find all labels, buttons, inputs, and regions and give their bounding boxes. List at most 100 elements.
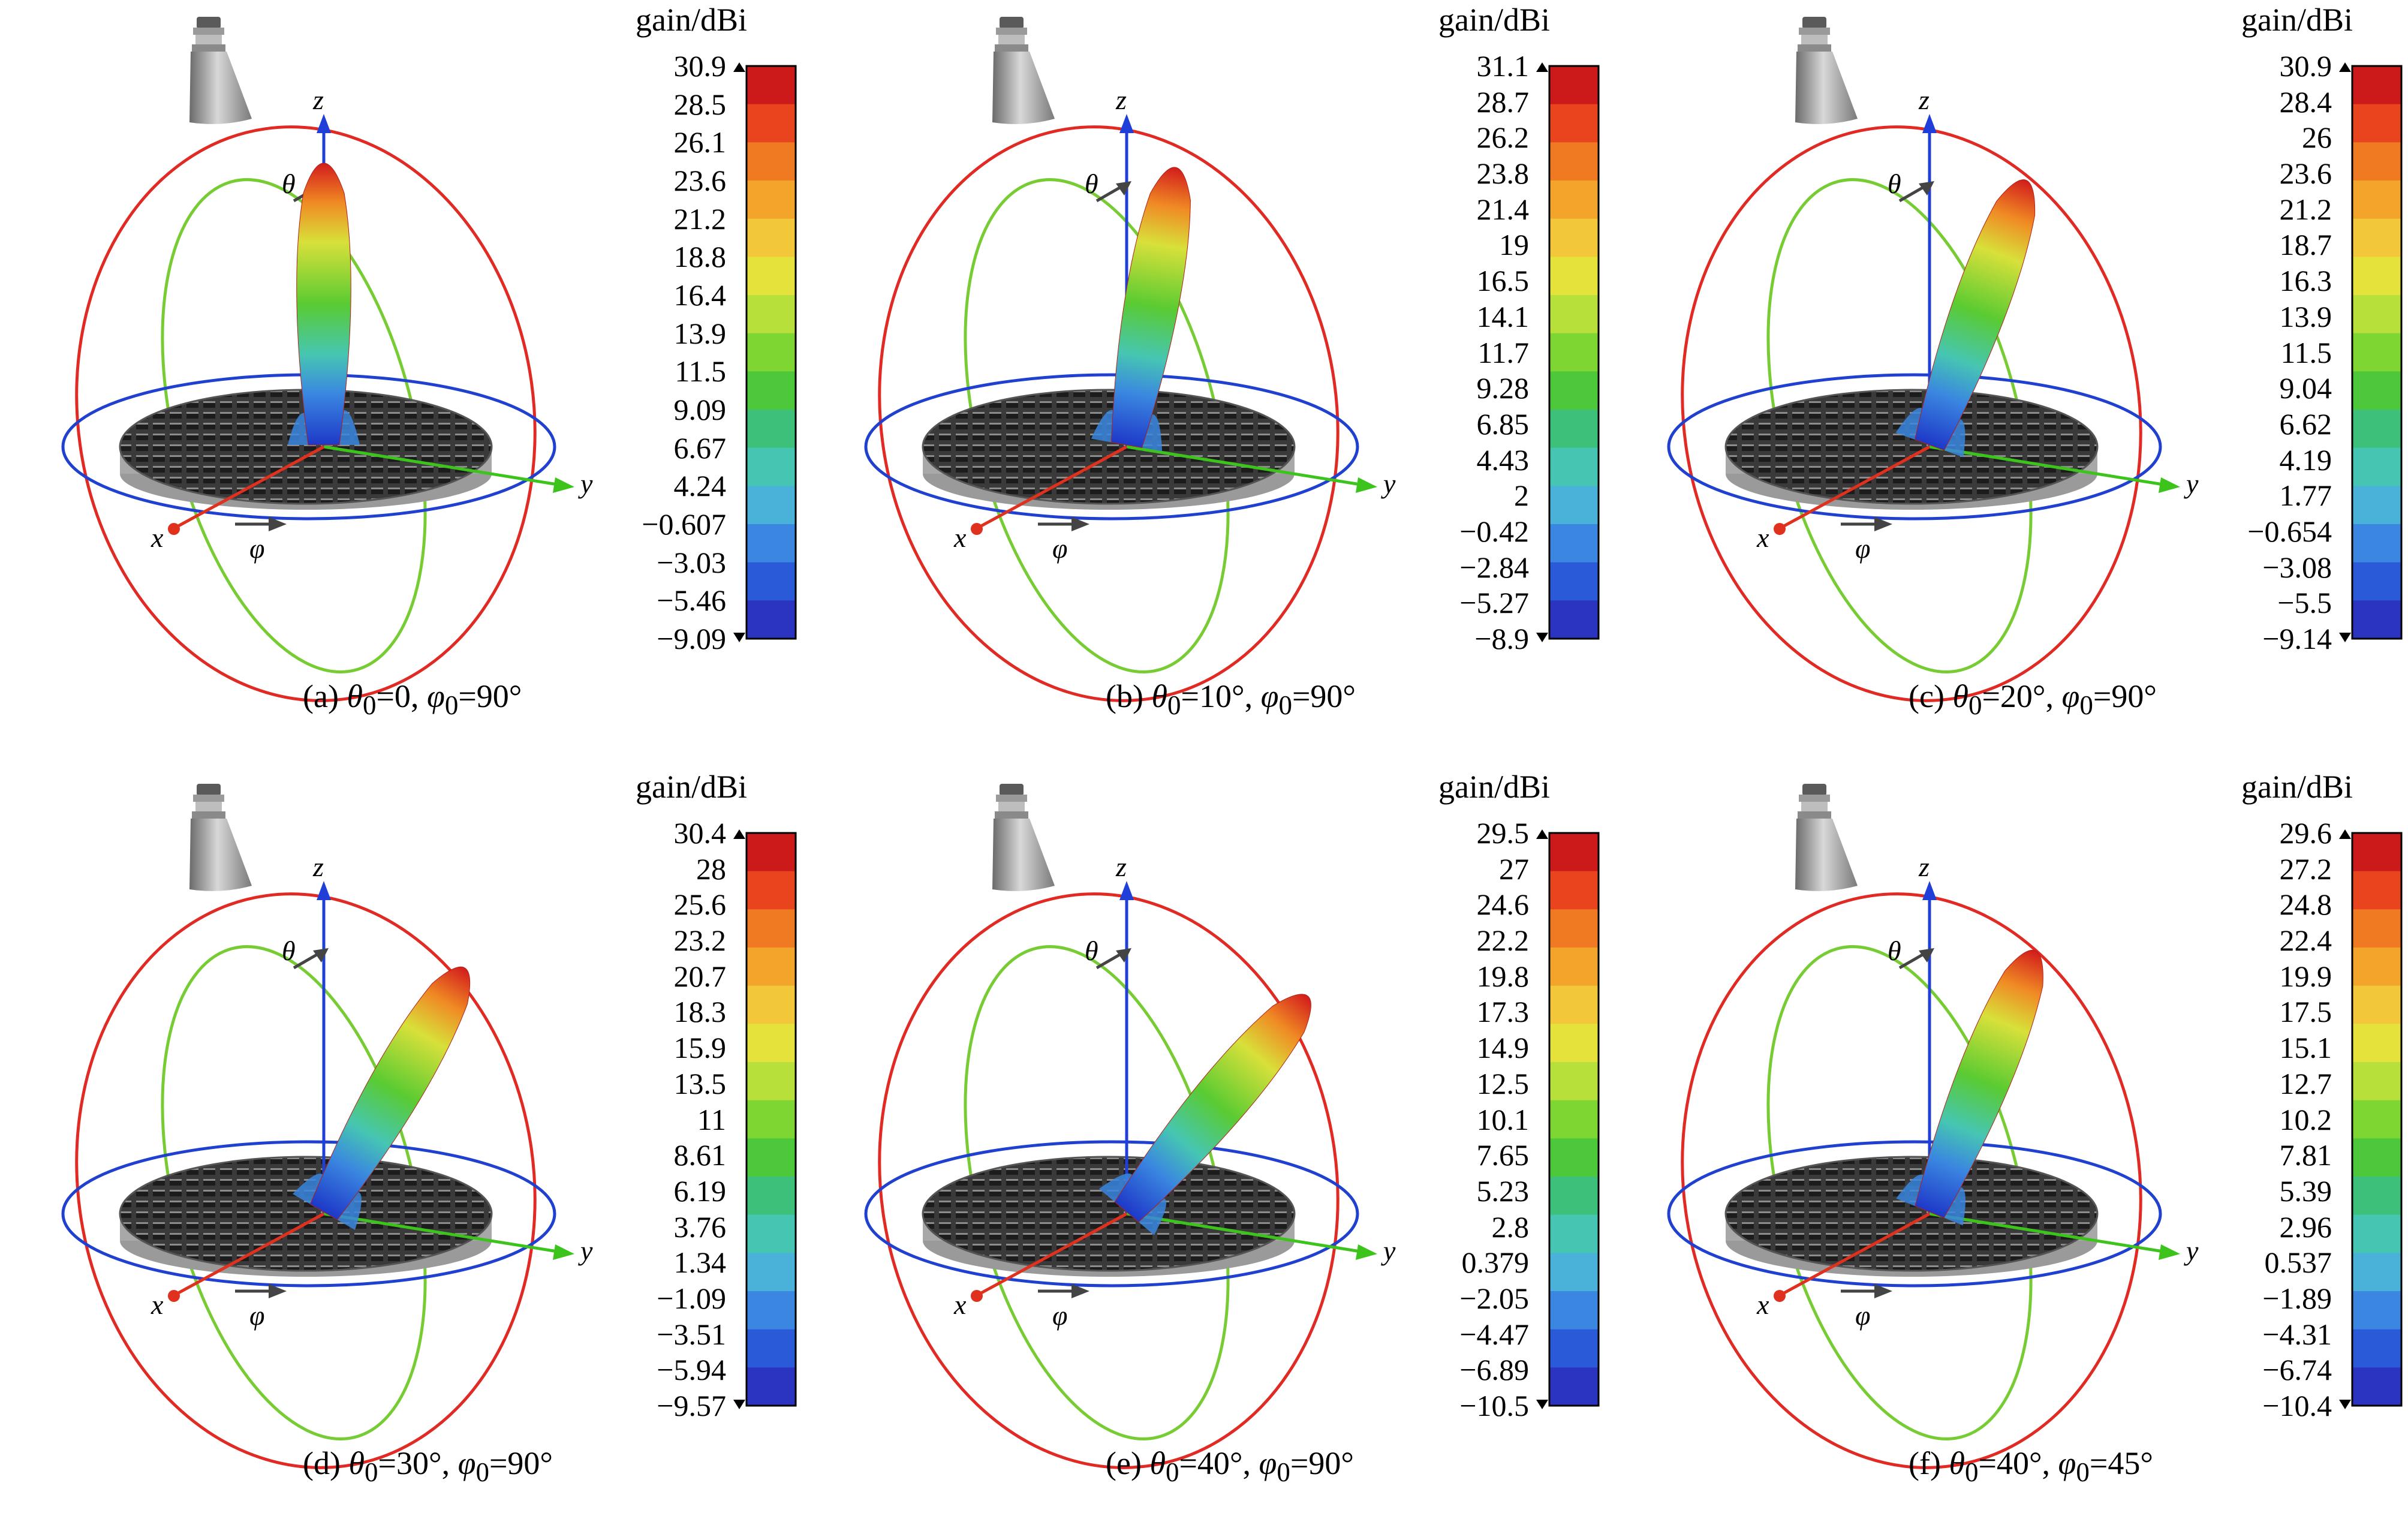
colorbar-max-marker-icon (733, 62, 745, 72)
colorbar-segment (1549, 333, 1599, 372)
colorbar-min-marker-icon (733, 1400, 745, 1409)
colorbar-segment (2352, 333, 2401, 372)
colorbar-tick-label: 2 (1514, 479, 1529, 513)
colorbar-tick-label: 24.6 (1476, 888, 1530, 922)
phi-label: φ (1052, 533, 1067, 564)
colorbar-segment (1549, 1329, 1599, 1368)
colorbar-tick-label: −5.27 (1459, 586, 1529, 620)
colorbar-segment (747, 1138, 796, 1177)
colorbar-tick-label: 29.5 (1476, 816, 1530, 850)
colorbar-tick-label: −10.4 (2262, 1389, 2332, 1422)
colorbar-segment (2352, 871, 2401, 910)
phi-ring (1667, 1140, 2162, 1288)
colorbar-tick-label: 7.65 (1476, 1138, 1530, 1172)
theta-label: θ (282, 169, 296, 199)
radiation-pattern-panel-e: z y x φ θ gain/dBi 29.5 27 24.6 22.2 19.8 17.… (803, 767, 1606, 1534)
colorbar-segment (747, 142, 796, 181)
colorbar-segment (2352, 486, 2401, 525)
colorbar-segment (2352, 1138, 2401, 1177)
colorbar-segment (1549, 447, 1599, 487)
colorbar-tick-label: 28.7 (1476, 85, 1530, 119)
colorbar-segment (2352, 142, 2401, 181)
colorbar-unit-label: gain/dBi (2241, 769, 2353, 805)
colorbar-tick-label: 2.96 (2279, 1210, 2332, 1244)
colorbar-tick-label: 23.2 (673, 924, 727, 958)
colorbar-tick-label: 7.81 (2279, 1138, 2332, 1172)
colorbar-segment (1549, 1024, 1599, 1063)
phi-ring (61, 1140, 556, 1288)
colorbar-tick-label: 10.2 (2279, 1102, 2332, 1136)
colorbar-segment (747, 218, 796, 258)
theta-label: θ (1888, 936, 1901, 966)
colorbar-min-marker-icon (2339, 1400, 2351, 1409)
colorbar-tick-label: 6.67 (673, 431, 727, 465)
colorbar-tick-label: 11.5 (675, 354, 726, 389)
x-axis-label: x (150, 1289, 164, 1320)
colorbar-tick-label: 21.4 (1476, 192, 1530, 226)
colorbar-tick-label: 21.2 (2279, 192, 2332, 226)
pattern-scene: z y x φ θ (864, 17, 1396, 702)
colorbar-segment (747, 1177, 796, 1216)
colorbar-segment (2352, 524, 2401, 563)
colorbar-tick-label: 28.5 (673, 87, 727, 121)
colorbar-tick-label: −3.08 (2262, 550, 2332, 584)
reflectarray-disk (1724, 389, 2099, 510)
colorbar (2339, 62, 2403, 642)
colorbar-unit-label: gain/dBi (2241, 2, 2353, 38)
colorbar-tick-label: −3.03 (657, 545, 726, 579)
colorbar (1536, 829, 1600, 1409)
colorbar-tick-label: 4.24 (673, 469, 727, 503)
colorbar-segment (1549, 1367, 1599, 1406)
pattern-scene: z y x φ θ (1667, 784, 2199, 1469)
colorbar-tick-label: −2.05 (1459, 1281, 1529, 1315)
reflectarray-disk (922, 1156, 1296, 1277)
colorbar-tick-label: 2.8 (1491, 1210, 1530, 1244)
theta-label: θ (1085, 936, 1098, 966)
panel-caption: (f) θ0=40°, φ0=45° (1909, 1445, 2153, 1487)
colorbar-tick-label: 18.7 (2279, 228, 2332, 262)
panel-caption: (c) θ0=20°, φ0=90° (1909, 678, 2157, 720)
colorbar-max-marker-icon (1536, 62, 1548, 72)
colorbar-segment (2352, 1100, 2401, 1139)
colorbar-segment (2352, 410, 2401, 449)
colorbar-tick-label: 26.2 (1476, 121, 1530, 155)
colorbar-segment (2352, 257, 2401, 296)
z-axis-label: z (312, 852, 324, 882)
colorbar (733, 829, 797, 1409)
colorbar-tick-label: 6.85 (1476, 407, 1530, 441)
panel-caption: (b) θ0=10°, φ0=90° (1106, 678, 1356, 720)
colorbar-tick-label: 30.9 (2279, 49, 2332, 83)
colorbar-tick-label: 26.1 (673, 125, 727, 160)
colorbar-tick-label: 0.379 (1461, 1246, 1530, 1280)
colorbar-segment (1549, 948, 1599, 986)
colorbar-segment (747, 181, 796, 219)
colorbar-segment (747, 1214, 796, 1254)
horn-feed-icon (189, 784, 252, 891)
panel-caption: (e) θ0=40°, φ0=90° (1106, 1445, 1354, 1487)
colorbar-tick-label: 19 (1499, 228, 1529, 262)
x-axis-label: x (953, 522, 967, 553)
colorbar-segment (747, 486, 796, 525)
colorbar-tick-label: 13.9 (2279, 299, 2332, 333)
colorbar-tick-label: 20.7 (673, 959, 727, 993)
colorbar-tick-label: 17.5 (2279, 995, 2332, 1029)
colorbar-tick-label: 28 (696, 852, 726, 886)
colorbar-tick-label: 6.62 (2279, 407, 2332, 441)
colorbar-segment (747, 295, 796, 334)
colorbar-tick-label: −3.51 (657, 1317, 726, 1351)
phi-ring (864, 373, 1359, 521)
colorbar-segment (747, 909, 796, 948)
colorbar-tick-label: 10.1 (1476, 1102, 1530, 1136)
colorbar-tick-label: 11.7 (1477, 335, 1529, 369)
colorbar-tick-label: 21.2 (673, 201, 727, 236)
colorbar-tick-label: 22.2 (1476, 924, 1530, 958)
colorbar-max-marker-icon (1536, 829, 1548, 839)
theta-label: θ (1888, 169, 1901, 199)
colorbar (2339, 829, 2403, 1409)
pattern-scene: z y x φ θ (864, 784, 1396, 1469)
colorbar-tick-label: 18.3 (673, 995, 727, 1029)
colorbar-tick-label: 16.5 (1476, 264, 1530, 298)
colorbar-tick-label: 15.1 (2279, 1031, 2332, 1065)
colorbar-unit-label: gain/dBi (636, 2, 747, 38)
theta-ring (75, 892, 537, 1469)
